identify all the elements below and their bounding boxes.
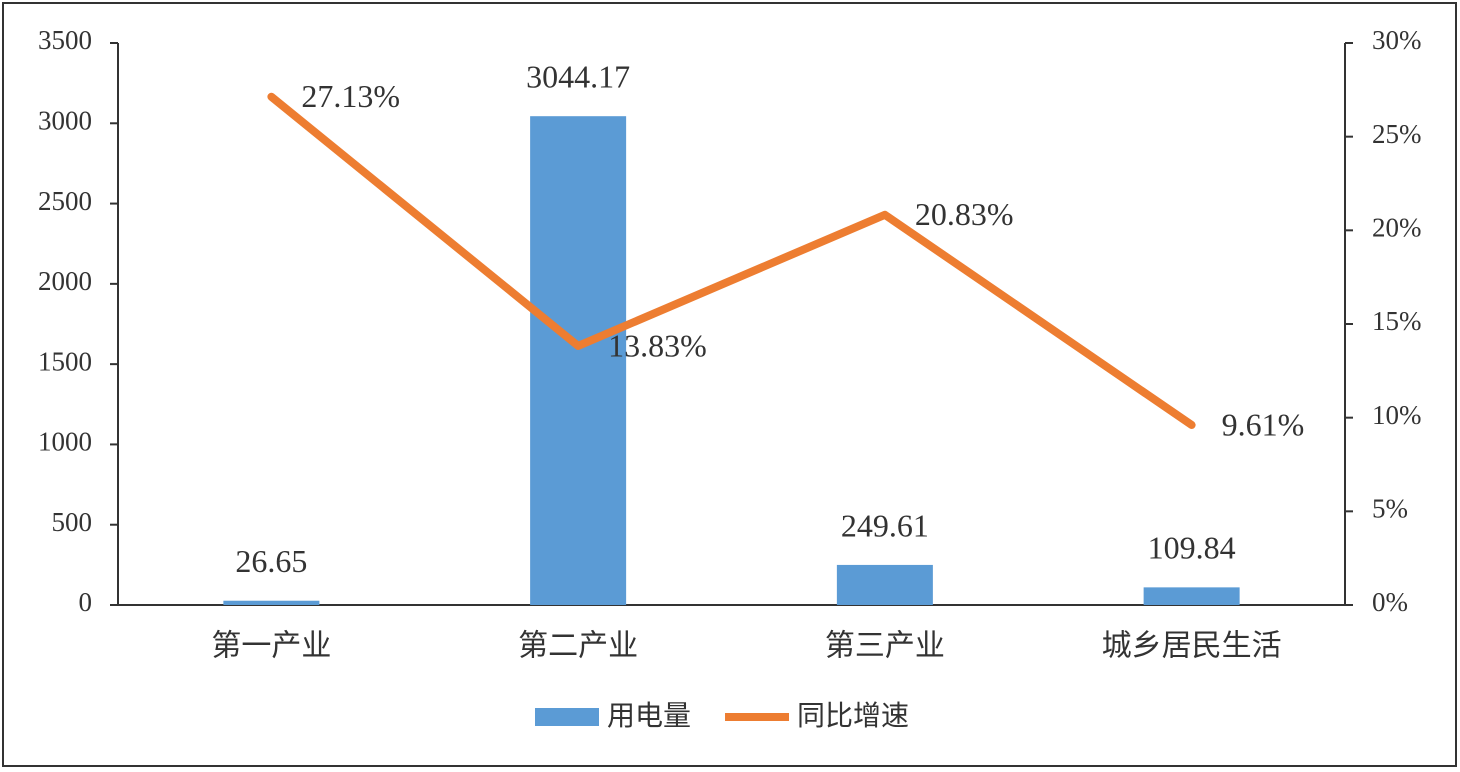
- y-tick-label: 3000: [38, 105, 92, 135]
- y-tick-label: 2000: [38, 266, 92, 296]
- y2-tick-label: 15%: [1372, 306, 1422, 336]
- bar: [1143, 587, 1240, 605]
- x-tick-label: 城乡居民生活: [1102, 629, 1282, 664]
- y-tick-label: 2500: [38, 186, 92, 216]
- y-tick-label: 3500: [38, 25, 92, 55]
- data-label: 20.83%: [915, 196, 1014, 232]
- data-label: 26.65: [235, 543, 307, 579]
- x-tick-label: 第二产业: [518, 629, 638, 664]
- line: [267, 92, 1196, 429]
- y-tick-label: 1000: [38, 427, 92, 457]
- data-label: 109.84: [1148, 530, 1236, 566]
- legend-label: 用电量: [607, 699, 691, 732]
- y-tick-label: 0: [79, 587, 93, 617]
- data-label: 249.61: [841, 507, 929, 543]
- y-tick-label: 1500: [38, 346, 92, 376]
- y2-tick-label: 25%: [1372, 119, 1422, 149]
- y2-tick-label: 0%: [1372, 587, 1408, 617]
- bar: [836, 564, 933, 605]
- data-label: 3044.17: [526, 59, 630, 95]
- legend-swatch: [535, 708, 599, 726]
- y2-tick-label: 10%: [1372, 400, 1422, 430]
- legend-label: 同比增速: [797, 699, 909, 732]
- x-tick-label: 第三产业: [825, 629, 945, 664]
- y2-tick-label: 5%: [1372, 494, 1408, 524]
- x-tick-label: 第一产业: [211, 629, 331, 664]
- y2-tick-label: 20%: [1372, 213, 1422, 243]
- y-tick-label: 500: [52, 507, 93, 537]
- y2-tick-label: 30%: [1372, 25, 1422, 55]
- data-label: 9.61%: [1222, 406, 1305, 442]
- data-label: 27.13%: [301, 78, 400, 114]
- data-label: 13.83%: [608, 327, 707, 363]
- bar: [223, 600, 320, 605]
- bar: [530, 116, 627, 606]
